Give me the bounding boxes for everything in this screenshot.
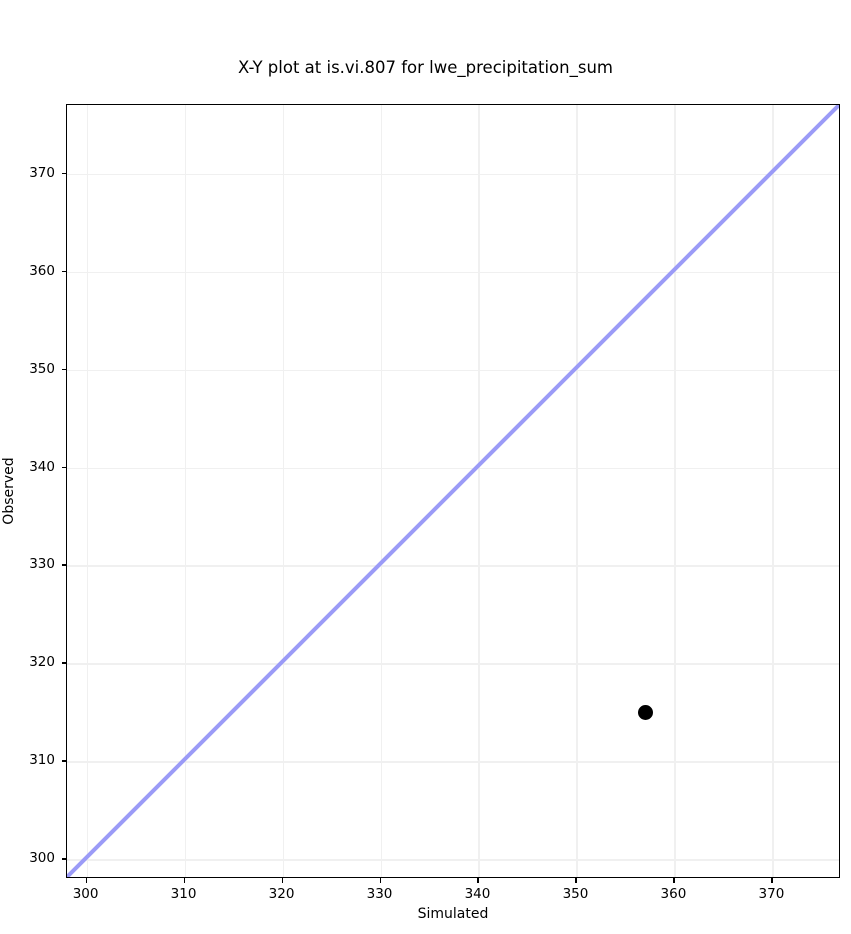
- gridline-vertical: [184, 105, 186, 877]
- y-tick-mark: [61, 172, 66, 174]
- x-tick-mark: [771, 878, 773, 883]
- gridline-horizontal: [67, 173, 839, 175]
- y-axis-label: Observed: [1, 457, 17, 525]
- gridline-vertical: [380, 105, 382, 877]
- x-tick-label: 350: [562, 886, 589, 902]
- x-tick-label: 330: [366, 886, 393, 902]
- y-tick-label: 360: [29, 262, 55, 279]
- y-tick-mark: [61, 270, 66, 272]
- x-tick-mark: [85, 878, 87, 883]
- gridline-horizontal: [67, 271, 839, 273]
- x-tick-label: 300: [72, 886, 99, 902]
- chart-title-line-1: X-Y plot at is.vi.807 for lwe_precipitat…: [238, 58, 613, 77]
- gridline-horizontal: [67, 565, 839, 567]
- x-tick-label: 310: [170, 886, 197, 902]
- y-tick-label: 370: [29, 164, 55, 181]
- y-tick-label: 330: [29, 556, 55, 573]
- gridline-vertical: [674, 105, 676, 877]
- y-tick-label: 320: [29, 654, 55, 671]
- plot-area: [66, 104, 840, 878]
- y-tick-mark: [61, 858, 66, 860]
- y-tick-mark: [61, 662, 66, 664]
- x-tick-mark: [673, 878, 675, 883]
- y-tick-mark: [61, 368, 66, 370]
- gridline-horizontal: [67, 663, 839, 665]
- gridline-vertical: [86, 105, 88, 877]
- x-tick-label: 340: [464, 886, 491, 902]
- y-tick-label: 340: [29, 458, 55, 475]
- x-axis-label: Simulated: [417, 906, 489, 922]
- y-tick-label: 300: [29, 850, 55, 867]
- y-tick-label: 310: [29, 752, 55, 769]
- y-tick-mark: [61, 564, 66, 566]
- gridline-horizontal: [67, 369, 839, 371]
- x-tick-label: 320: [268, 886, 295, 902]
- x-tick-label: 370: [758, 886, 785, 902]
- gridline-horizontal: [67, 761, 839, 763]
- gridline-horizontal: [67, 467, 839, 469]
- gridline-vertical: [772, 105, 774, 877]
- x-tick-mark: [379, 878, 381, 883]
- data-point: [637, 704, 653, 720]
- x-tick-mark: [575, 878, 577, 883]
- y-tick-label: 350: [29, 360, 55, 377]
- y-tick-mark: [61, 760, 66, 762]
- x-tick-mark: [281, 878, 283, 883]
- y-tick-mark: [61, 466, 66, 468]
- gridline-vertical: [282, 105, 284, 877]
- gridline-vertical: [576, 105, 578, 877]
- x-tick-label: 360: [660, 886, 687, 902]
- reference-line: [67, 105, 839, 877]
- x-tick-mark: [477, 878, 479, 883]
- x-tick-mark: [183, 878, 185, 883]
- gridline-horizontal: [67, 859, 839, 861]
- gridline-vertical: [478, 105, 480, 877]
